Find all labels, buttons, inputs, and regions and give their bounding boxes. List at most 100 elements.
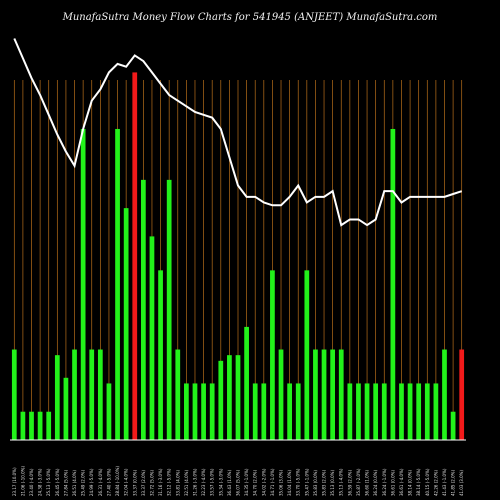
flow-bar bbox=[244, 326, 249, 440]
flow-bar bbox=[252, 383, 258, 440]
flow-bar bbox=[37, 411, 43, 440]
flow-bar bbox=[313, 349, 318, 440]
flow-bar bbox=[416, 383, 422, 440]
x-tick-label: 38.14 (-5.0%) bbox=[416, 468, 421, 496]
flow-bar bbox=[184, 383, 189, 440]
flow-bar bbox=[97, 349, 103, 440]
x-tick-label: 36.60 (1.0%) bbox=[365, 470, 370, 496]
x-tick-label: 33.81 (4.0%) bbox=[175, 470, 180, 496]
x-tick-label: 26.51 (4.0%) bbox=[72, 470, 77, 496]
x-tick-label: 23.40 (-4.0%) bbox=[29, 468, 34, 496]
flow-bar bbox=[166, 179, 172, 441]
flow-bar bbox=[321, 349, 327, 440]
x-tick-label: 33.70 (-5.0%) bbox=[296, 468, 301, 496]
x-tick-label: 32.04 (-4.0%) bbox=[124, 468, 129, 496]
x-tick-label: 31.26 (-3.0%) bbox=[192, 468, 197, 496]
flow-bar bbox=[390, 128, 396, 440]
x-tick-label: 27.84 (5.0%) bbox=[63, 470, 68, 496]
x-tick-label: 23.17 (10.0%) bbox=[12, 467, 17, 496]
x-tick-label: 34.70 (2.0%) bbox=[253, 470, 258, 496]
x-tick-label: 36.61 (0.0%) bbox=[390, 470, 395, 496]
flow-bar bbox=[270, 270, 275, 440]
x-tick-label: 34.02 (-2.0%) bbox=[261, 468, 266, 496]
flow-bar bbox=[218, 360, 224, 440]
flow-bar bbox=[407, 383, 413, 440]
x-tick-label: 32.51 (4.0%) bbox=[184, 470, 189, 496]
x-tick-label: 27.40 (-5.0%) bbox=[106, 468, 111, 496]
x-tick-label: 26.31 (-4.0%) bbox=[98, 468, 103, 496]
flow-bar bbox=[459, 349, 465, 440]
flow-bar bbox=[175, 349, 181, 440]
x-tick-label: 26.45 (-5.0%) bbox=[55, 468, 60, 496]
flow-bar bbox=[381, 383, 387, 440]
x-tick-label: 42.26 (2.0%) bbox=[433, 470, 438, 496]
x-tick-label: 36.61 (-4.0%) bbox=[399, 468, 404, 496]
flow-bar bbox=[149, 236, 155, 440]
x-tick-label: 36.24 (-1.0%) bbox=[382, 468, 387, 496]
flow-bar bbox=[209, 383, 215, 440]
x-tick-label: 35.34 (-3.0%) bbox=[218, 468, 223, 496]
x-tick-label: 35.83 (2.0%) bbox=[322, 470, 327, 496]
x-tick-label: 32.72 (5.0%) bbox=[149, 470, 154, 496]
x-tick-label: 36.59 (2.0%) bbox=[347, 470, 352, 496]
flow-bar bbox=[106, 383, 112, 440]
flow-bar bbox=[364, 383, 370, 440]
flow-bar bbox=[424, 383, 430, 440]
x-tick-label: 36.24 (0.0%) bbox=[373, 470, 378, 496]
flow-bar bbox=[20, 411, 26, 440]
x-tick-label: 24.38 (-3.0%) bbox=[38, 468, 43, 496]
flow-bar bbox=[63, 377, 69, 440]
x-tick-label: 21.06 (-10.0%) bbox=[20, 466, 25, 496]
flow-bar bbox=[433, 383, 439, 440]
flow-bar bbox=[330, 349, 336, 440]
x-tick-label: 41.43 (-1.0%) bbox=[442, 468, 447, 496]
flow-bar bbox=[132, 72, 138, 441]
x-tick-label: 35.47 (-1.0%) bbox=[304, 468, 309, 496]
flow-bar bbox=[89, 349, 95, 440]
x-tick-label: 34.04 (1.0%) bbox=[287, 470, 292, 496]
x-tick-label: 40.15 (-5.0%) bbox=[425, 468, 430, 496]
flow-bar bbox=[80, 128, 86, 440]
flow-bar bbox=[192, 383, 198, 440]
flow-bar bbox=[295, 383, 301, 440]
flow-bar bbox=[235, 355, 241, 440]
flow-bar bbox=[54, 355, 60, 440]
price-line bbox=[13, 38, 463, 227]
x-tick-label: 35.83 (0.0%) bbox=[313, 470, 318, 496]
x-tick-label: 31.16 (-3.0%) bbox=[158, 468, 163, 496]
flow-bar bbox=[227, 355, 232, 440]
x-tick-label: 33.37 (2.0%) bbox=[141, 470, 146, 496]
x-tick-label: 32.12 (-5.0%) bbox=[167, 468, 172, 496]
x-tick-label: 41.85 (2.0%) bbox=[451, 470, 456, 496]
x-tick-labels: 23.17 (10.0%) 21.06 (-10.0%) 23.40 (-4.0%)… bbox=[12, 466, 464, 496]
x-tick-label: 41.03 (3.0%) bbox=[459, 470, 464, 496]
flow-bar bbox=[29, 411, 34, 440]
flow-bar bbox=[278, 349, 284, 440]
flow-bar bbox=[347, 383, 353, 440]
x-tick-label: 36.43 (1.0%) bbox=[227, 470, 232, 496]
x-tick-label: 34.35 (-1.0%) bbox=[244, 468, 249, 496]
flow-bar bbox=[123, 208, 129, 440]
flow-bar bbox=[287, 383, 292, 440]
x-tick-label: 35.13 (0.0%) bbox=[330, 470, 335, 496]
flow-bar bbox=[46, 411, 52, 440]
flow-bar bbox=[338, 349, 344, 440]
flow-bar bbox=[115, 128, 120, 440]
flow-bar bbox=[373, 383, 379, 440]
x-tick-label: 25.49 (2.0%) bbox=[81, 470, 86, 496]
flow-bar bbox=[356, 383, 361, 440]
flow-bar bbox=[261, 383, 267, 440]
flow-bar bbox=[72, 349, 77, 440]
x-tick-label: 34.71 (-1.0%) bbox=[270, 468, 275, 496]
x-tick-label: 28.84 (-10.0%) bbox=[115, 466, 120, 496]
flow-bar bbox=[450, 411, 456, 440]
x-tick-label: 25.13 (-5.0%) bbox=[46, 468, 51, 496]
x-tick-label: 35.06 (3.0%) bbox=[279, 470, 284, 496]
x-tick-label: 36.07 (5.0%) bbox=[236, 470, 241, 496]
x-tick-label: 35.13 (-4.0%) bbox=[339, 468, 344, 496]
flow-bar bbox=[201, 383, 206, 440]
x-tick-label: 24.99 (-5.0%) bbox=[89, 468, 94, 496]
x-tick-label: 33.37 (0.0%) bbox=[132, 470, 137, 496]
